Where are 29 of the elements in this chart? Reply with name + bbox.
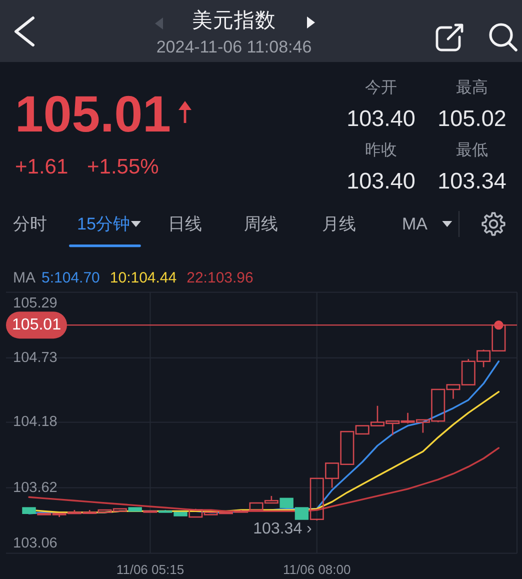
text: 105.02 bbox=[438, 106, 506, 131]
y-tick-label: 103.06 bbox=[13, 535, 58, 552]
text: 103.40 bbox=[346, 106, 416, 131]
x-tick-label: 11/06 05:15 bbox=[116, 562, 184, 577]
chart-subtitle: 2024-11-06 11:08:46 bbox=[156, 38, 312, 56]
text: 分时 bbox=[13, 214, 47, 234]
chart-title: 美元指数 bbox=[192, 9, 276, 32]
text: MA bbox=[402, 214, 428, 234]
text: 月线 bbox=[322, 214, 356, 234]
text: 今开 bbox=[365, 80, 397, 96]
text: 103.40 bbox=[346, 168, 416, 194]
y-tick-label: 105.29 bbox=[13, 295, 58, 312]
text: 最低 bbox=[456, 142, 488, 159]
text: +1.61 bbox=[15, 156, 68, 178]
text: 103.34 bbox=[438, 168, 506, 194]
text: 周线 bbox=[244, 214, 278, 234]
ref-line-label: 105.01 bbox=[12, 316, 62, 334]
text: 昨收 bbox=[365, 142, 397, 159]
text: 15分钟 bbox=[77, 214, 130, 234]
x-tick-label: 11/06 08:00 bbox=[283, 562, 351, 577]
text: 最高 bbox=[456, 78, 488, 96]
y-tick-label: 104.73 bbox=[13, 350, 58, 366]
text: 105.01 bbox=[15, 86, 171, 142]
annotation: 103.34 › bbox=[253, 520, 312, 538]
text: +1.55% bbox=[87, 156, 159, 178]
y-tick-label: 104.18 bbox=[13, 414, 58, 430]
y-tick-label: 103.62 bbox=[13, 480, 58, 496]
legend: MA 5:104.70 10:104.44 22:103.96 bbox=[13, 270, 254, 286]
text: 日线 bbox=[168, 214, 202, 234]
